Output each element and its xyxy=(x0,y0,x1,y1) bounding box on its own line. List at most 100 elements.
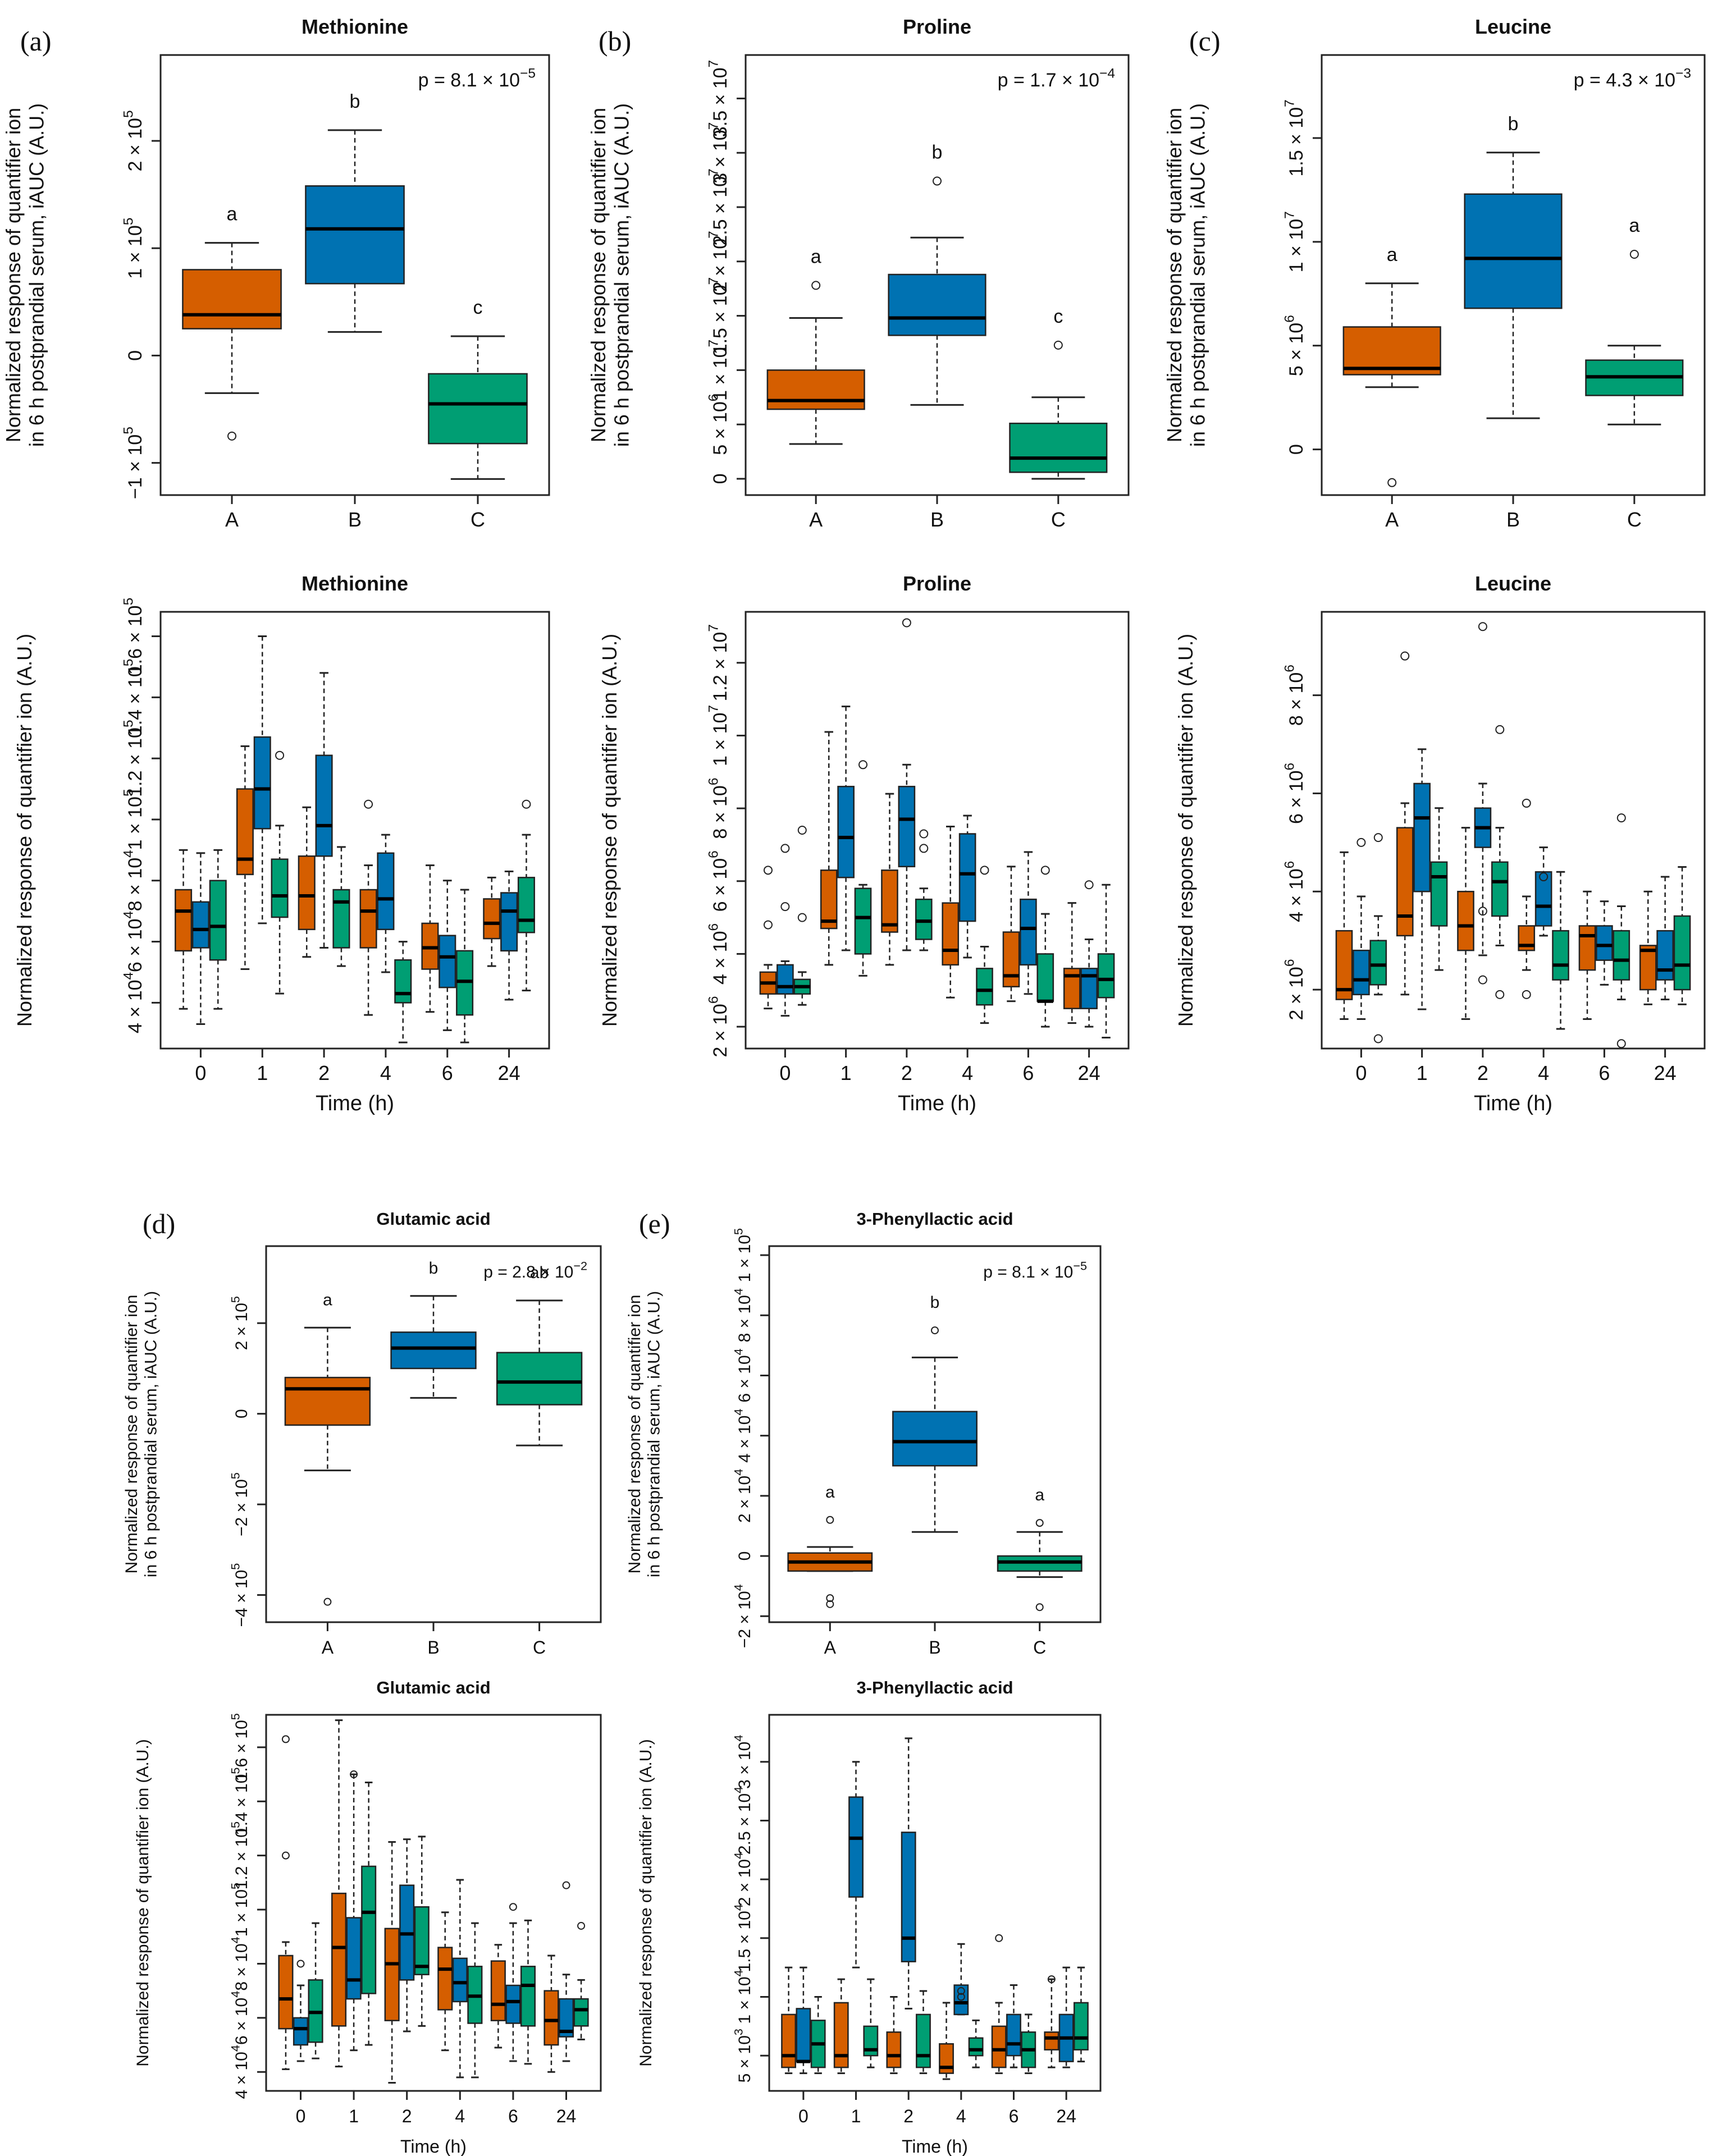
outlier-point xyxy=(826,1516,834,1524)
chart-title: 3-Phenyllactic acid xyxy=(856,1678,1013,1697)
box-24h-A xyxy=(543,1954,559,2073)
outlier-point xyxy=(826,1594,834,1603)
y-tick-label: −2 × 104 xyxy=(732,1584,755,1648)
box-A xyxy=(942,902,960,966)
box-2h-C xyxy=(916,1990,931,2075)
y-tick-label: 5 × 106 xyxy=(1282,315,1307,376)
x-tick-label: C xyxy=(471,508,485,531)
x-tick-label: 2 xyxy=(318,1061,330,1084)
outlier-point xyxy=(227,431,237,441)
box-2h-C xyxy=(414,1835,430,2027)
box-4h-B xyxy=(958,814,976,959)
outlier-point xyxy=(1495,990,1505,999)
box-B xyxy=(888,273,986,336)
x-tick-label: 4 xyxy=(956,2106,966,2126)
box-4h-B xyxy=(953,1943,969,2016)
plot-frame xyxy=(159,611,550,1050)
significance-letter: a xyxy=(1035,1486,1044,1504)
box-group-A xyxy=(284,1326,371,1606)
box-group-B xyxy=(390,1295,477,1399)
box-B xyxy=(837,785,855,878)
x-tick-label: 24 xyxy=(1654,1061,1677,1084)
box-group-C xyxy=(997,1519,1083,1612)
outlier-point xyxy=(275,750,285,760)
box-group-C xyxy=(428,335,528,480)
box-C xyxy=(1491,861,1509,917)
box-A xyxy=(384,1928,400,2021)
outlier-point xyxy=(1616,813,1626,823)
chart-title: Proline xyxy=(903,572,971,595)
box-A xyxy=(490,1960,506,2021)
box-0h-A xyxy=(175,849,193,1010)
box-group-C xyxy=(1585,250,1684,425)
box-B xyxy=(500,892,518,952)
box-0h-B xyxy=(191,852,209,1025)
box-2h-B xyxy=(1474,622,1492,985)
panel-label-e: (e) xyxy=(639,1208,670,1239)
y-tick-label: 0 xyxy=(710,474,731,484)
box-1h-B xyxy=(837,706,855,951)
box-C xyxy=(1036,953,1054,1002)
box-24h-A xyxy=(1063,902,1081,1024)
outlier-point xyxy=(919,844,929,853)
box-1h-C xyxy=(271,750,289,995)
chart-pro-time: Proline 2 × 106 4 × 106 6 × 106 8 × 106 1 × 1… xyxy=(598,572,1130,1115)
outlier-point xyxy=(1522,798,1531,808)
box-A xyxy=(182,269,282,329)
box-2h-A xyxy=(298,806,316,958)
box-C xyxy=(428,373,528,445)
outlier-point xyxy=(797,826,807,835)
p-value: p = 1.7 × 10−4 xyxy=(998,66,1115,91)
y-axis-label: in 6 h postprandial serum, iAUC (A.U.) xyxy=(645,1291,664,1577)
box-C xyxy=(1552,930,1569,981)
significance-letter: b xyxy=(932,142,943,163)
box-group-B xyxy=(1464,152,1563,419)
box-B xyxy=(1413,782,1431,892)
outlier-point xyxy=(780,844,790,853)
chart-title: Glutamic acid xyxy=(376,1209,490,1229)
panel-label-b: (b) xyxy=(599,25,631,57)
box-0h-C xyxy=(1369,833,1387,1043)
box-C xyxy=(271,858,289,918)
box-B xyxy=(346,1917,362,2000)
chart-glu-iauc: Glutamic acid −4 × 105 −2 × 105 0 2 × 105 Nor… xyxy=(122,1209,602,1658)
chart-leu-iauc: Leucine 0 5 × 106 1 × 107 1.5 × 107 Normalize… xyxy=(1163,15,1706,531)
significance-letter: b xyxy=(1508,113,1519,135)
box-A xyxy=(820,869,838,930)
box-0h-A xyxy=(1335,851,1353,1020)
box-B xyxy=(1020,898,1037,966)
y-tick-label: 6 × 104 xyxy=(229,1991,252,2045)
x-tick-label: 0 xyxy=(779,1061,791,1084)
box-6h-A xyxy=(421,864,439,1013)
significance-letter: a xyxy=(811,246,821,267)
box-C xyxy=(1430,861,1448,927)
box-C xyxy=(1097,953,1115,999)
y-tick-label: −2 × 105 xyxy=(229,1472,252,1536)
y-tick-label: 1 × 107 xyxy=(706,705,731,766)
chart-title: Methionine xyxy=(302,15,408,38)
x-tick-label: 4 xyxy=(455,2106,465,2126)
x-tick-label: A xyxy=(824,1637,837,1658)
y-tick-label: 5 × 103 xyxy=(732,2029,755,2082)
outlier-point xyxy=(281,1735,290,1743)
plot-frame xyxy=(745,611,1130,1050)
box-6h-C xyxy=(1021,2013,1036,2075)
outlier-point xyxy=(1629,250,1639,259)
box-A xyxy=(766,369,865,410)
significance-letter: b xyxy=(930,1293,940,1312)
outlier-point xyxy=(811,281,821,290)
box-6h-A xyxy=(1578,890,1596,1020)
y-axis-label: in 6 h postprandial serum, iAUC (A.U.) xyxy=(1186,103,1209,447)
outlier-point xyxy=(1387,478,1397,487)
panel-label-c: (c) xyxy=(1189,25,1221,57)
x-tick-label: 0 xyxy=(798,2106,809,2126)
outlier-point xyxy=(323,1597,332,1606)
box-24h-B xyxy=(1656,876,1674,1001)
x-tick-label: B xyxy=(930,508,944,531)
outlier-point xyxy=(1478,907,1487,916)
box-B xyxy=(377,852,395,931)
box-0h-C xyxy=(793,826,811,1006)
outlier-point xyxy=(296,1960,305,1968)
box-A xyxy=(543,1990,559,2046)
